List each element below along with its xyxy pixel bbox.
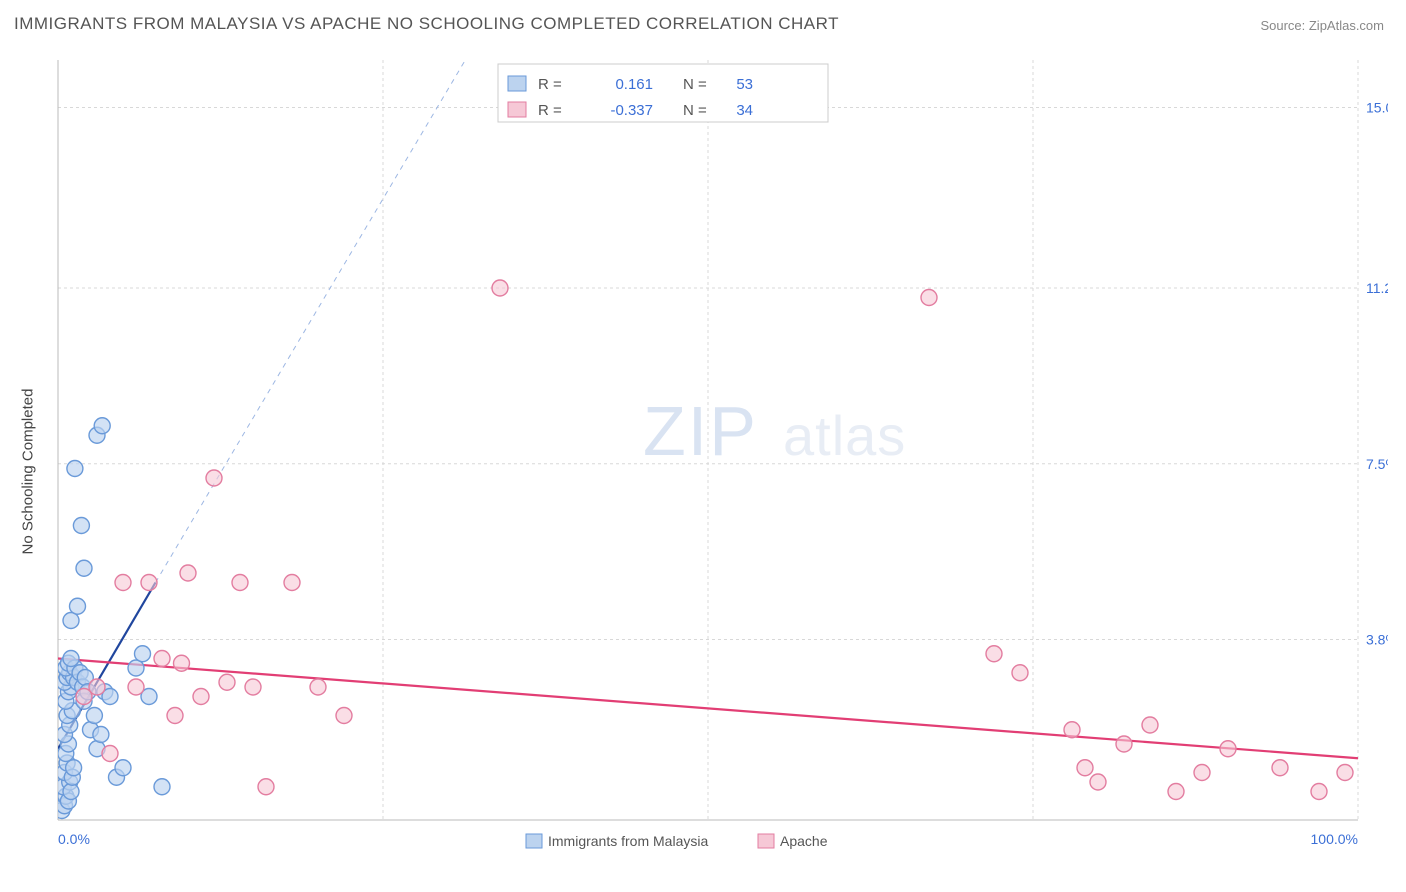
legend-r-value: 0.161: [615, 76, 653, 93]
y-tick-label: 11.2%: [1366, 280, 1388, 296]
legend-swatch: [526, 834, 542, 848]
legend-r-label: R =: [538, 102, 562, 119]
scatter-point: [63, 651, 79, 667]
scatter-point: [70, 598, 86, 614]
scatter-point: [154, 779, 170, 795]
scatter-point: [128, 679, 144, 695]
scatter-point: [206, 470, 222, 486]
scatter-point: [193, 689, 209, 705]
scatter-point: [258, 779, 274, 795]
scatter-point: [1064, 722, 1080, 738]
legend-r-label: R =: [538, 76, 562, 93]
scatter-point: [89, 679, 105, 695]
scatter-point: [1311, 784, 1327, 800]
legend-n-label: N =: [683, 102, 707, 119]
scatter-point: [284, 575, 300, 591]
scatter-point: [1142, 717, 1158, 733]
scatter-point: [1337, 765, 1353, 781]
legend-swatch: [758, 834, 774, 848]
scatter-point: [1220, 741, 1236, 757]
legend-n-value: 53: [736, 76, 753, 93]
source-label: Source:: [1260, 18, 1308, 33]
scatter-point: [115, 575, 131, 591]
trend-extension: [156, 48, 579, 583]
legend-series-label: Apache: [780, 833, 828, 849]
scatter-point: [219, 674, 235, 690]
x-tick-label: 0.0%: [58, 831, 90, 847]
scatter-point: [102, 746, 118, 762]
scatter-point: [67, 461, 83, 477]
scatter-point: [921, 290, 937, 306]
scatter-point: [94, 418, 110, 434]
source-attribution: Source: ZipAtlas.com: [1260, 18, 1384, 33]
scatter-point: [1012, 665, 1028, 681]
source-link[interactable]: ZipAtlas.com: [1309, 18, 1384, 33]
page-title: IMMIGRANTS FROM MALAYSIA VS APACHE NO SC…: [14, 14, 839, 34]
y-tick-label: 7.5%: [1366, 456, 1388, 472]
y-axis-label: No Schooling Completed: [20, 389, 37, 555]
scatter-chart: ZIP atlas 3.8% 7.5% 11.2% 15.0% 0.0% 100.0% R = 0…: [48, 48, 1388, 878]
x-tick-label: 100.0%: [1311, 831, 1358, 847]
scatter-point: [232, 575, 248, 591]
scatter-point: [180, 565, 196, 581]
y-tick-label: 3.8%: [1366, 632, 1388, 648]
scatter-point: [167, 708, 183, 724]
scatter-point: [310, 679, 326, 695]
watermark: ZIP: [643, 392, 758, 470]
scatter-point: [66, 760, 82, 776]
scatter-point: [492, 280, 508, 296]
watermark: atlas: [783, 404, 906, 467]
scatter-point: [336, 708, 352, 724]
scatter-point: [174, 655, 190, 671]
scatter-point: [1077, 760, 1093, 776]
scatter-point: [1194, 765, 1210, 781]
scatter-point: [93, 727, 109, 743]
legend-n-label: N =: [683, 76, 707, 93]
scatter-point: [86, 708, 102, 724]
scatter-point: [1168, 784, 1184, 800]
y-tick-label: 15.0%: [1366, 100, 1388, 116]
legend-n-value: 34: [736, 102, 753, 119]
scatter-point: [73, 518, 89, 534]
scatter-point: [135, 646, 151, 662]
scatter-point: [1116, 736, 1132, 752]
scatter-point: [154, 651, 170, 667]
chart-container: No Schooling Completed ZIPatlas3.8%7.5%1…: [48, 48, 1388, 878]
legend-r-value: -0.337: [610, 102, 653, 119]
legend-swatch: [508, 76, 526, 91]
scatter-point: [986, 646, 1002, 662]
scatter-point: [63, 784, 79, 800]
legend-series-label: Immigrants from Malaysia: [548, 833, 708, 849]
scatter-point: [76, 560, 92, 576]
scatter-point: [1272, 760, 1288, 776]
legend-swatch: [508, 102, 526, 117]
scatter-point: [115, 760, 131, 776]
scatter-point: [1090, 774, 1106, 790]
scatter-point: [245, 679, 261, 695]
scatter-point: [141, 575, 157, 591]
